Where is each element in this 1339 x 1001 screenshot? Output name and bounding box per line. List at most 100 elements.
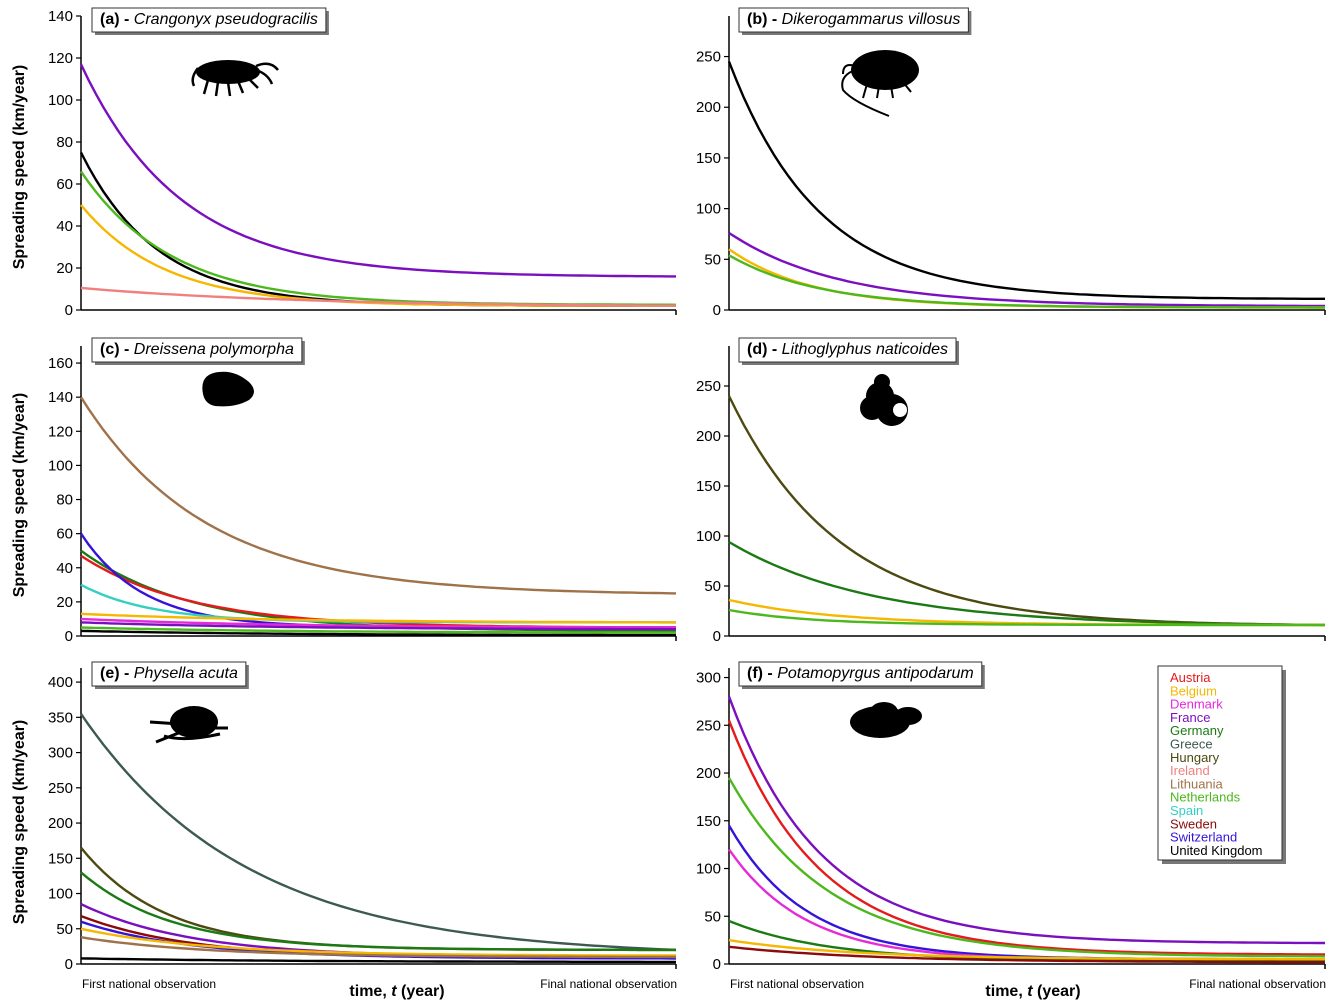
- y-tick-label: 250: [696, 378, 721, 395]
- snail-icon: [850, 702, 922, 738]
- panel-title-text: (d) - Lithoglyphus naticoides: [747, 341, 948, 358]
- x-axis-label: time, t (year): [349, 983, 444, 1000]
- y-tick-label: 200: [696, 428, 721, 445]
- legend-item-netherlands: Netherlands: [1170, 790, 1241, 805]
- y-tick-label: 150: [696, 813, 721, 830]
- panel-label: (f) -: [747, 665, 777, 682]
- y-tick-label: 60: [56, 526, 73, 543]
- series-line-united-kingdom: [80, 629, 676, 637]
- y-tick-label: 0: [713, 956, 721, 973]
- series-line-lithuania: [79, 396, 677, 595]
- y-tick-label: 160: [48, 355, 73, 372]
- panel-title-text: (c) - Dreissena polymorpha: [100, 341, 294, 358]
- y-tick-label: 60: [56, 176, 73, 193]
- legend-item-belgium: Belgium: [1170, 683, 1217, 698]
- panel-title-box: [91, 7, 327, 33]
- x-axis-label-var: t: [391, 983, 397, 1000]
- y-tick-label: 250: [48, 780, 73, 797]
- panel-label: (b) -: [747, 11, 782, 28]
- panel-title-box: [91, 337, 303, 363]
- series-line-france: [79, 63, 676, 278]
- legend-item-austria: Austria: [1170, 670, 1211, 685]
- y-tick-label: 100: [696, 201, 721, 218]
- panel-label: (a) -: [100, 11, 134, 28]
- y-tick-label: 40: [56, 218, 73, 235]
- y-axis-label: Spreading speed (km/year): [11, 65, 28, 270]
- series-line-greece: [80, 713, 677, 952]
- panel-b: 0 50 100 150 200 250 (b) - Dikerogammarus vill…: [696, 7, 1326, 319]
- legend-item-germany: Germany: [1170, 723, 1224, 738]
- snail-icon: [149, 706, 228, 744]
- legend-item-spain: Spain: [1170, 803, 1203, 818]
- legend-box: [1157, 665, 1283, 861]
- panel-title-text: (e) - Physella acuta: [100, 665, 238, 682]
- series-line-lithuania: [80, 936, 677, 959]
- panel-title-text: (b) - Dikerogammarus villosus: [747, 11, 960, 28]
- panel-f: 0 50 100 150 200 250 300 (f) - Potamopyrgus ant…: [696, 661, 1326, 973]
- series-line-belgium: [80, 612, 677, 624]
- y-tick-label: 300: [696, 670, 721, 687]
- series-line-france: [80, 621, 676, 631]
- y-tick-label: 0: [65, 628, 73, 645]
- y-tick-label: 150: [696, 478, 721, 495]
- y-tick-label: 50: [704, 908, 721, 925]
- legend-item-lithuania: Lithuania: [1170, 776, 1224, 791]
- y-tick-label: 150: [48, 850, 73, 867]
- y-tick-label: 120: [48, 423, 73, 440]
- panel-a: 0 20 40 60 80 100 120 140 (a) - Crangonyx pseudo…: [48, 7, 677, 319]
- y-tick-label: 0: [713, 302, 721, 319]
- legend-item-denmark: Denmark: [1170, 697, 1223, 712]
- y-tick-label: 100: [48, 457, 73, 474]
- legend-item-france: France: [1170, 710, 1210, 725]
- y-tick-label: 200: [48, 815, 73, 832]
- y-tick-label: 50: [56, 921, 73, 938]
- y-tick-label: 40: [56, 560, 73, 577]
- y-tick-label: 100: [48, 886, 73, 903]
- y-tick-label: 400: [48, 674, 73, 691]
- legend-item-united-kingdom: United Kingdom: [1170, 843, 1263, 858]
- panel-title-box: [738, 7, 969, 33]
- y-tick-label: 20: [56, 260, 73, 277]
- series-line-austria: [727, 720, 1326, 956]
- legend: AustriaBelgiumDenmarkFranceGermanyGreece…: [1157, 665, 1286, 864]
- panel-title-text: (f) - Potamopyrgus antipodarum: [747, 665, 974, 682]
- legend-item-ireland: Ireland: [1170, 763, 1210, 778]
- amphipod-icon: [191, 60, 279, 97]
- y-tick-label: 100: [696, 528, 721, 545]
- x-end-label: Final national observation: [1189, 977, 1326, 991]
- y-tick-label: 200: [696, 765, 721, 782]
- panel-label: (c) -: [100, 341, 134, 358]
- y-tick-label: 150: [696, 150, 721, 167]
- x-start-label: First national observation: [82, 977, 216, 991]
- species-name: Physella acuta: [134, 665, 238, 682]
- panel-title-box: [738, 661, 983, 687]
- y-tick-label: 0: [65, 956, 73, 973]
- species-name: Potamopyrgus antipodarum: [777, 665, 974, 682]
- panel-title-box: [91, 661, 247, 687]
- y-tick-label: 80: [56, 492, 73, 509]
- y-tick-label: 300: [48, 745, 73, 762]
- series-line-denmark: [80, 617, 676, 629]
- series-line-netherlands: [80, 626, 676, 634]
- y-tick-label: 100: [696, 861, 721, 878]
- x-axis-label-suffix: (year): [1033, 983, 1081, 1000]
- legend-item-sweden: Sweden: [1170, 816, 1217, 831]
- panel-d: 0 50 100 150 200 250 (d) - Lithoglyphus natico…: [696, 337, 1326, 645]
- x-axis-label: time, t (year): [985, 983, 1080, 1000]
- y-tick-label: 0: [713, 628, 721, 645]
- series-line-netherlands: [728, 254, 1325, 309]
- y-tick-label: 250: [696, 717, 721, 734]
- panel-title: (e) - Physella acuta: [91, 661, 249, 689]
- x-axis-label-prefix: time,: [985, 983, 1027, 1000]
- series-line-germany: [728, 540, 1326, 627]
- series-line-belgium: [80, 927, 676, 957]
- panel-title: (d) - Lithoglyphus naticoides: [738, 337, 959, 365]
- y-tick-label: 20: [56, 594, 73, 611]
- series-line-sweden: [728, 945, 1325, 964]
- panel-label: (d) -: [747, 341, 782, 358]
- panel-title: (f) - Potamopyrgus antipodarum: [738, 661, 985, 689]
- y-tick-label: 100: [48, 92, 73, 109]
- species-name: Dreissena polymorpha: [134, 341, 294, 358]
- series-line-germany: [80, 871, 676, 952]
